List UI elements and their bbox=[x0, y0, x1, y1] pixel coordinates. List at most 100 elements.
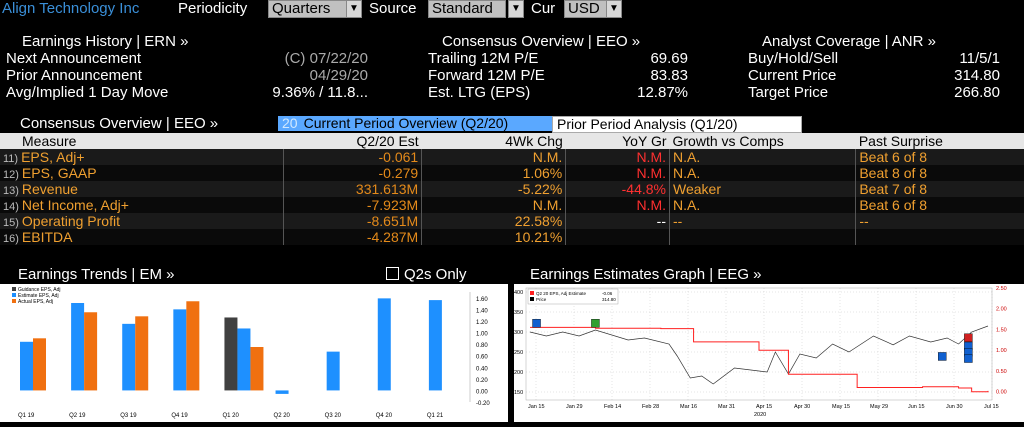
measure-label: EPS, GAAP bbox=[21, 165, 97, 181]
header-past-surprise[interactable]: Past Surprise bbox=[855, 133, 1024, 149]
measure-cell[interactable]: 11) EPS, Adj+ bbox=[0, 149, 283, 165]
legend-swatch bbox=[530, 297, 534, 301]
comps-cell: Weaker bbox=[668, 181, 856, 197]
header-estimate[interactable]: Q2/20 Est bbox=[283, 133, 422, 149]
bar-actual-eps-adj bbox=[33, 338, 46, 391]
tab-current-period[interactable]: 20 Current Period Overview (Q2/20) bbox=[278, 116, 554, 131]
bar-estimate-eps-adj bbox=[237, 328, 251, 391]
surprise-cell: Beat 7 of 8 bbox=[855, 181, 1024, 197]
bar-actual-eps-adj bbox=[250, 347, 264, 391]
surprise-cell: Beat 6 of 8 bbox=[855, 197, 1024, 213]
chg-cell: -5.22% bbox=[421, 181, 566, 197]
x-tick-label: Mar 31 bbox=[718, 404, 735, 410]
x-tick-label: Q1 21 bbox=[427, 413, 444, 419]
event-marker bbox=[964, 354, 973, 363]
chg-cell: 22.58% bbox=[421, 213, 566, 229]
currency-select[interactable]: USD bbox=[564, 0, 608, 18]
bar-estimate-eps-adj bbox=[173, 309, 187, 391]
tab-prior-period[interactable]: Prior Period Analysis (Q1/20) bbox=[552, 116, 802, 133]
bar-actual-eps-adj bbox=[135, 316, 149, 391]
earnings-estimates-chart: 150 200 250 300 350 400 0.00 0.50 1.00 1.50 2.00 2.… bbox=[514, 286, 1007, 418]
earnings-estimates-title[interactable]: Earnings Estimates Graph | EEG » bbox=[530, 266, 762, 283]
header-4wk-chg[interactable]: 4Wk Chg bbox=[421, 133, 566, 149]
table-row[interactable]: 11) EPS, Adj+ -0.061 N.M. N.M. N.A. Beat 6 of … bbox=[0, 149, 1024, 165]
right-tick-label: 0.50 bbox=[996, 369, 1007, 375]
target-price-label: Target Price bbox=[748, 84, 829, 101]
earnings-history-title[interactable]: Earnings History | ERN » bbox=[22, 33, 189, 50]
yoy-cell: N.M. bbox=[565, 149, 670, 165]
analyst-title[interactable]: Analyst Coverage | ANR » bbox=[762, 33, 936, 50]
q2s-only-toggle[interactable]: Q2s Only bbox=[386, 266, 467, 283]
bar-estimate-eps-adj bbox=[122, 323, 136, 391]
trailing-pe-label: Trailing 12M P/E bbox=[428, 50, 539, 67]
measure-label: EPS, Adj+ bbox=[21, 149, 85, 165]
legend-swatch bbox=[12, 299, 16, 303]
measure-cell[interactable]: 12) EPS, GAAP bbox=[0, 165, 283, 181]
table-row[interactable]: 16) EBITDA -4.287M 10.21% bbox=[0, 229, 1024, 245]
measure-cell[interactable]: 15) Operating Profit bbox=[0, 213, 283, 229]
bar-actual-eps-adj bbox=[186, 301, 200, 391]
measure-label: Net Income, Adj+ bbox=[21, 197, 129, 213]
currency-dropdown-icon[interactable]: ▼ bbox=[606, 0, 622, 18]
x-tick-label: Q3 20 bbox=[325, 413, 342, 419]
forward-pe-value: 83.83 bbox=[650, 67, 688, 84]
x-tick-label: Q4 19 bbox=[171, 413, 188, 419]
row-number: 15) bbox=[3, 217, 19, 229]
measure-cell[interactable]: 13) Revenue bbox=[0, 181, 283, 197]
buy-hold-sell-label: Buy/Hold/Sell bbox=[748, 50, 839, 67]
earnings-trends-title[interactable]: Earnings Trends | EM » bbox=[18, 266, 175, 283]
yoy-cell: N.M. bbox=[565, 197, 670, 213]
bar-estimate-eps-adj bbox=[71, 303, 85, 391]
row-number: 13) bbox=[3, 185, 19, 197]
measure-cell[interactable]: 16) EBITDA bbox=[0, 229, 283, 245]
y-tick-label: 0.20 bbox=[476, 378, 488, 384]
estimate-cell: 331.613M bbox=[282, 181, 422, 197]
left-tick-label: 400 bbox=[514, 290, 523, 296]
measure-cell[interactable]: 14) Net Income, Adj+ bbox=[0, 197, 283, 213]
yoy-cell: N.M. bbox=[565, 165, 670, 181]
chg-cell: N.M. bbox=[421, 149, 566, 165]
table-row[interactable]: 12) EPS, GAAP -0.279 1.06% N.M. N.A. Beat 8 of… bbox=[0, 165, 1024, 181]
comps-cell: N.A. bbox=[668, 165, 856, 181]
legend-label: Q2 20 EPS, Adj Estimate bbox=[536, 291, 587, 296]
y-tick-label: 0.80 bbox=[476, 343, 488, 349]
consensus-title[interactable]: Consensus Overview | EEO » bbox=[442, 33, 641, 50]
plot-frame bbox=[525, 287, 993, 401]
source-label: Source bbox=[369, 0, 417, 17]
table-row[interactable]: 13) Revenue 331.613M -5.22% -44.8% Weaker Beat… bbox=[0, 181, 1024, 197]
y-tick-label: -0.20 bbox=[476, 401, 490, 407]
periodicity-label: Periodicity bbox=[178, 0, 248, 17]
header-growth-comps[interactable]: Growth vs Comps bbox=[669, 133, 856, 149]
consensus-overview-link[interactable]: Consensus Overview | EEO » bbox=[20, 115, 219, 132]
table-row[interactable]: 14) Net Income, Adj+ -7.923M N.M. N.M. N.A. Be… bbox=[0, 197, 1024, 213]
legend-label: Actual EPS, Adj bbox=[18, 299, 53, 305]
header-yoy-gr[interactable]: YoY Gr bbox=[565, 133, 670, 149]
y-tick-label: 0.40 bbox=[476, 366, 488, 372]
yoy-cell: -44.8% bbox=[565, 181, 670, 197]
measure-label: Revenue bbox=[21, 181, 78, 197]
row-number: 12) bbox=[3, 169, 19, 181]
event-marker bbox=[591, 319, 600, 328]
buy-hold-sell-value: 11/5/1 bbox=[959, 50, 1000, 67]
top-bar: Align Technology Inc Periodicity Quarter… bbox=[0, 0, 1024, 18]
header-measure[interactable]: Measure bbox=[0, 133, 284, 149]
bar-estimate-eps-adj bbox=[20, 341, 33, 391]
company-name[interactable]: Align Technology Inc bbox=[2, 0, 140, 17]
right-tick-label: 1.00 bbox=[996, 348, 1007, 354]
comps-cell: N.A. bbox=[668, 197, 856, 213]
measure-label: EBITDA bbox=[21, 229, 73, 245]
source-dropdown-icon[interactable]: ▼ bbox=[508, 0, 524, 18]
ltg-label: Est. LTG (EPS) bbox=[428, 84, 531, 101]
checkbox-icon[interactable] bbox=[386, 267, 399, 280]
next-announcement-label: Next Announcement bbox=[6, 50, 142, 67]
periodicity-dropdown-icon[interactable]: ▼ bbox=[346, 0, 362, 18]
earnings-estimates-chart-panel: 150 200 250 300 350 400 0.00 0.50 1.00 1.50 2.00 2.… bbox=[514, 284, 1024, 422]
consensus-section: Consensus Overview | EEO » Trailing 12M … bbox=[424, 33, 690, 101]
left-tick-label: 300 bbox=[514, 330, 523, 336]
row-number: 14) bbox=[3, 201, 19, 213]
periodicity-select[interactable]: Quarters bbox=[268, 0, 348, 18]
tab-current-label: Current Period Overview (Q2/20) bbox=[303, 115, 509, 131]
source-select[interactable]: Standard bbox=[428, 0, 506, 18]
table-row[interactable]: 15) Operating Profit -8.651M 22.58% -- -- -- bbox=[0, 213, 1024, 229]
estimate-cell: -0.061 bbox=[282, 149, 422, 165]
